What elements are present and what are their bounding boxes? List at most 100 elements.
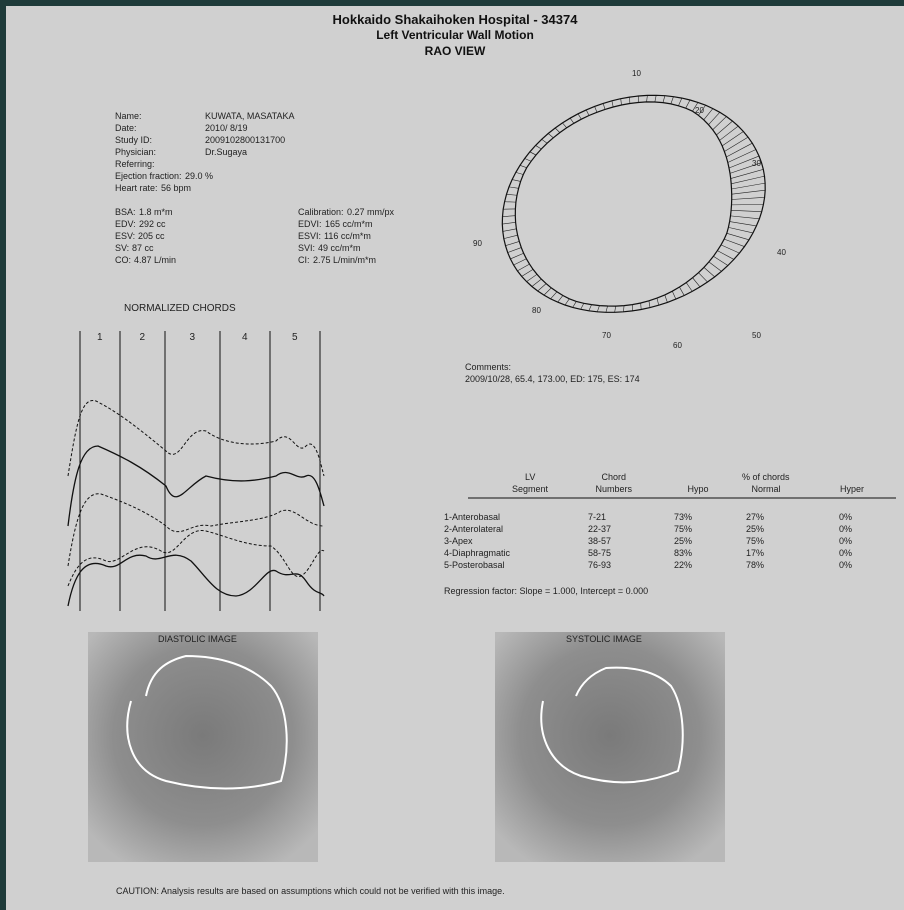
segment-label: 5 — [292, 332, 298, 343]
info-label: Heart rate: — [115, 183, 158, 194]
contour-part — [562, 123, 566, 128]
table-cell: 0% — [839, 548, 852, 559]
contour-part — [510, 253, 523, 259]
measure-value: 116 cc/m*m — [324, 231, 371, 242]
contour-part — [581, 303, 584, 309]
table-cell: 1-Anterobasal — [444, 512, 500, 523]
contour-part — [647, 95, 648, 102]
table-cell: 17% — [746, 548, 764, 559]
info-value: 2009102800131700 — [205, 135, 285, 146]
contour-part — [698, 273, 707, 282]
caution: CAUTION: Analysis results are based on a… — [116, 886, 505, 897]
info-value: Dr.Sugaya — [205, 147, 247, 158]
table-cell: 25% — [746, 524, 764, 535]
table-header: Normal — [752, 484, 781, 495]
segment-label: 2 — [140, 332, 146, 343]
info-label: Name: — [115, 111, 142, 122]
contour-part — [731, 210, 762, 211]
measure-label: SV: — [115, 243, 129, 254]
table-header: Hypo — [688, 484, 709, 495]
contour-part — [508, 248, 522, 253]
info-value: 56 bpm — [161, 183, 191, 194]
contour-part — [720, 126, 739, 140]
contour-part — [649, 301, 650, 308]
contour-part — [512, 180, 521, 182]
contour-part — [621, 99, 622, 105]
contour-part — [713, 256, 728, 265]
chord-number: 50 — [752, 330, 761, 341]
contour-part — [655, 95, 656, 102]
contour-part — [532, 279, 541, 286]
table-header: Segment — [512, 484, 548, 495]
table-cell: 0% — [839, 512, 852, 523]
contour-part — [530, 152, 536, 155]
comments-label: Comments: — [465, 362, 511, 373]
table-cell: 38-57 — [588, 536, 611, 547]
measure-value: 165 cc/m*m — [325, 219, 373, 230]
contour-part — [732, 190, 765, 194]
table-cell: 75% — [674, 524, 692, 535]
contour-part — [525, 158, 531, 161]
contour-part — [709, 262, 722, 271]
contour-part — [544, 288, 551, 295]
contour-part — [548, 134, 553, 138]
contour-part — [657, 298, 659, 305]
measure-value: 2.75 L/min/m*m — [313, 255, 376, 266]
contour-part — [542, 139, 547, 143]
contour-part — [538, 284, 546, 291]
contour-part — [536, 145, 542, 149]
measure-label: CI: — [298, 255, 310, 266]
chord-number: 20 — [695, 105, 704, 116]
measure-label: Calibration: — [298, 207, 344, 218]
info-label: Date: — [115, 123, 137, 134]
table-header: Chord — [602, 472, 627, 483]
table-cell: 7-21 — [588, 512, 606, 523]
contour-part — [516, 172, 523, 174]
contour-part — [503, 229, 517, 232]
comments-text: 2009/10/28, 65.4, 173.00, ED: 175, ES: 1… — [465, 374, 640, 385]
table-cell: 76-93 — [588, 560, 611, 571]
info-label: Referring: — [115, 159, 155, 170]
table-cell: 75% — [746, 536, 764, 547]
table-cell: 27% — [746, 512, 764, 523]
table-cell: 0% — [839, 560, 852, 571]
contour-part — [728, 227, 753, 233]
contour-part — [502, 216, 515, 217]
contour-part — [597, 306, 599, 312]
contour-part — [672, 291, 676, 299]
contour-part — [731, 216, 760, 219]
contour-part — [731, 169, 764, 178]
contour-part — [615, 306, 616, 312]
table-header: Numbers — [596, 484, 633, 495]
table-cell: 4-Diaphragmatic — [444, 548, 510, 559]
table-header: % of chords — [742, 472, 790, 483]
contour-part — [665, 295, 668, 303]
contour-part — [570, 118, 574, 123]
contour-part — [709, 112, 720, 124]
chord-chart — [68, 331, 324, 611]
measure-value: 205 cc — [138, 231, 165, 242]
contour-part — [502, 222, 515, 224]
contour-part — [722, 131, 743, 145]
contour-part — [724, 137, 748, 151]
image-label: DIASTOLIC IMAGE — [158, 634, 237, 645]
contour-part — [679, 287, 684, 295]
contour-part — [671, 97, 674, 104]
contour-part — [686, 100, 690, 108]
contour-part — [504, 235, 518, 238]
contour-part — [721, 245, 739, 253]
contour-part — [612, 101, 613, 107]
contour-part — [551, 292, 557, 299]
chord-number: 80 — [532, 305, 541, 316]
contour-part — [555, 128, 560, 133]
image-label: SYSTOLIC IMAGE — [566, 634, 642, 645]
measure-label: EDV: — [115, 219, 136, 230]
contour-part — [716, 121, 732, 135]
contour-part — [603, 103, 605, 109]
table-cell: 25% — [674, 536, 692, 547]
info-label: Study ID: — [115, 135, 152, 146]
measure-label: CO: — [115, 255, 131, 266]
info-value: 29.0 % — [185, 171, 213, 182]
contour-part — [663, 96, 665, 103]
contour-part — [578, 114, 581, 119]
